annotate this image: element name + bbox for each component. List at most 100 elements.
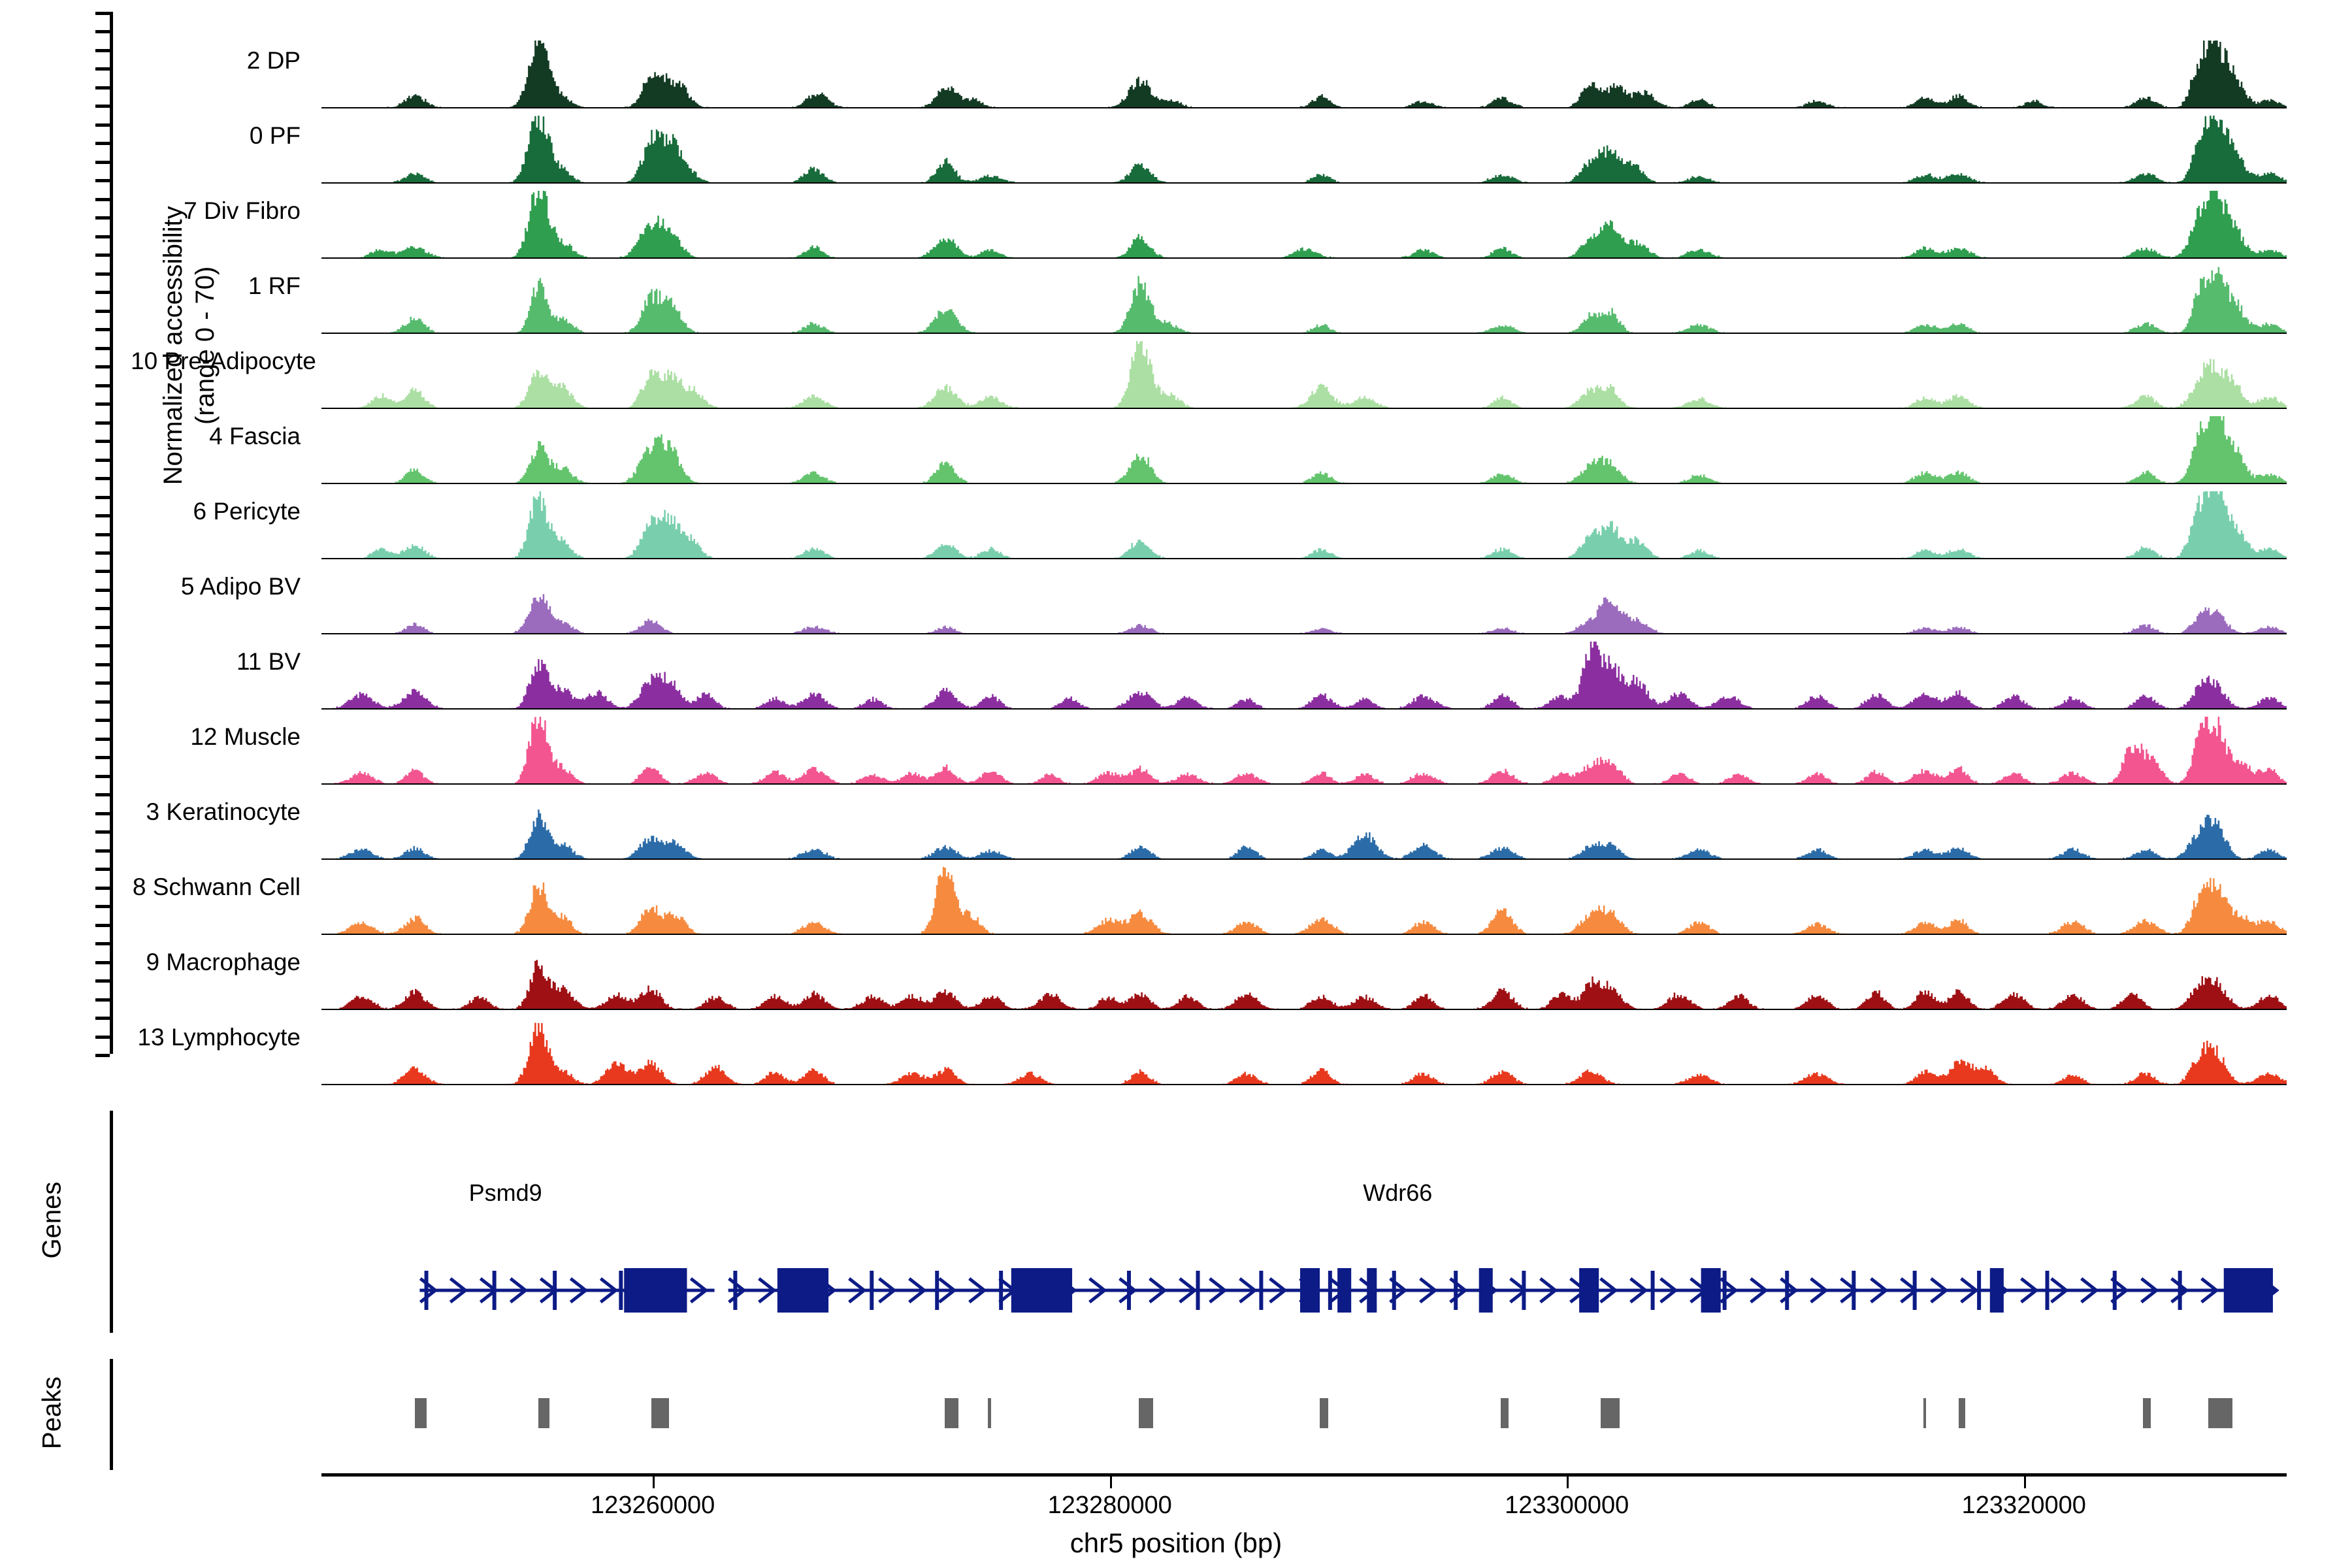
gene-exon-small: [1785, 1271, 1789, 1310]
gene-strand-arrow: [509, 1277, 529, 1303]
gene-strand-arrow: [848, 1277, 867, 1303]
y-axis-tick: [95, 235, 110, 238]
x-axis-tick-label: 123300000: [1505, 1492, 1629, 1519]
peak-region[interactable]: [1139, 1398, 1153, 1428]
signal-fill: [321, 416, 2287, 484]
y-axis-tick: [95, 979, 110, 983]
x-axis-tick-label: 123320000: [1961, 1492, 2086, 1519]
track-label: 3 Keratinocyte: [146, 798, 301, 825]
gene-exon-small: [2045, 1271, 2050, 1310]
signal-track: [321, 266, 2287, 334]
gene-exon-small: [1522, 1271, 1526, 1310]
signal-fill: [321, 717, 2287, 785]
y-axis-tick: [95, 532, 110, 536]
track-label: 10 Pre-Adipocyte: [131, 348, 316, 374]
signal-fill: [321, 191, 2287, 259]
peak-region[interactable]: [1923, 1398, 1927, 1428]
peak-region[interactable]: [1958, 1398, 1965, 1428]
y-axis-tick: [95, 402, 110, 406]
y-axis-tick: [95, 346, 110, 350]
peak-region[interactable]: [1320, 1398, 1328, 1428]
gene-exon-block[interactable]: [1478, 1268, 1493, 1313]
gene-strand-arrow: [1209, 1277, 1228, 1303]
y-axis-tick: [95, 67, 110, 71]
track-baseline: [321, 708, 2287, 710]
peak-region[interactable]: [1601, 1398, 1620, 1428]
gene-exon-block[interactable]: [1989, 1268, 2004, 1313]
signal-area-plot: [321, 717, 2287, 785]
gene-strand-arrow: [1599, 1277, 1618, 1303]
y-axis-tick: [95, 477, 110, 481]
gene-exon-small: [999, 1271, 1004, 1310]
signal-track: [321, 416, 2287, 484]
track-label: 5 Adipo BV: [180, 573, 301, 600]
y-axis-tick: [95, 197, 110, 201]
signal-area-plot: [321, 867, 2287, 935]
peak-region[interactable]: [2208, 1398, 2233, 1428]
gene-exon-block[interactable]: [1299, 1268, 1320, 1313]
y-axis-tick: [95, 142, 110, 146]
y-axis-tick: [95, 495, 110, 499]
y-axis-tick: [95, 160, 110, 164]
gene-strand-arrow: [689, 1277, 709, 1303]
track-baseline: [321, 257, 2287, 259]
gene-exon-small: [733, 1271, 738, 1310]
peak-region[interactable]: [944, 1398, 958, 1428]
track-label: 8 Schwann Cell: [132, 874, 301, 900]
signal-fill: [321, 491, 2287, 559]
gene-exon-block[interactable]: [624, 1268, 687, 1313]
y-axis-tick: [95, 923, 110, 927]
signal-track: [321, 116, 2287, 184]
gene-strand-arrow: [1539, 1277, 1558, 1303]
track-label: 0 PF: [249, 122, 301, 149]
gene-exon-block[interactable]: [777, 1268, 829, 1313]
gene-exon-block[interactable]: [1337, 1268, 1352, 1313]
signal-area-plot: [321, 416, 2287, 484]
track-baseline: [321, 633, 2287, 634]
y-axis-tick: [95, 1017, 110, 1021]
gene-exon-block[interactable]: [1367, 1268, 1377, 1313]
y-axis-tick: [95, 309, 110, 313]
gene-strand-arrow: [1870, 1277, 1889, 1303]
track-label: 12 Muscle: [190, 723, 301, 750]
y-axis-tick: [95, 644, 110, 648]
gene-exon-small: [2178, 1271, 2182, 1310]
track-baseline: [321, 858, 2287, 860]
gene-strand-arrow: [2050, 1277, 2069, 1303]
y-axis-tick: [95, 105, 110, 108]
signal-area-plot: [321, 491, 2287, 559]
gene-strand-arrow: [2020, 1277, 2039, 1303]
gene-exon-small: [1454, 1271, 1458, 1310]
y-axis-tick: [95, 886, 110, 890]
peak-region[interactable]: [2143, 1398, 2151, 1428]
gene-exon-block[interactable]: [1011, 1268, 1073, 1313]
peak-region[interactable]: [414, 1398, 427, 1428]
signal-track: [321, 191, 2287, 259]
peak-region[interactable]: [1500, 1398, 1509, 1428]
y-axis-tick: [95, 328, 110, 332]
track-label: 1 RF: [248, 272, 301, 299]
gene-exon-block[interactable]: [1579, 1268, 1599, 1313]
y-axis-tick: [95, 756, 110, 760]
peak-region[interactable]: [651, 1398, 670, 1428]
gene-strand-arrow: [1930, 1277, 1949, 1303]
y-axis-tick: [95, 365, 110, 369]
peak-region[interactable]: [538, 1398, 549, 1428]
gene-exon-block[interactable]: [1701, 1268, 1721, 1313]
signal-area-plot: [321, 594, 2287, 634]
x-axis-tick-label: 123260000: [591, 1492, 715, 1519]
signal-area-plot: [321, 809, 2287, 860]
y-axis-tick: [95, 1054, 110, 1057]
peak-region[interactable]: [987, 1398, 992, 1428]
gene-strand-arrow: [758, 1277, 777, 1303]
gene-exon-block[interactable]: [2223, 1268, 2273, 1313]
gene-strand-arrow: [1269, 1277, 1288, 1303]
gene-track-svg: [419, 1268, 2279, 1313]
gene-strand-arrow: [1419, 1277, 1438, 1303]
track-label: 2 DP: [246, 47, 301, 74]
track-baseline: [321, 182, 2287, 184]
y-axis-tick: [95, 30, 110, 34]
y-axis-tick: [95, 607, 110, 611]
gene-strand-arrow: [1810, 1277, 1829, 1303]
gene-exon-small: [1912, 1271, 1917, 1310]
